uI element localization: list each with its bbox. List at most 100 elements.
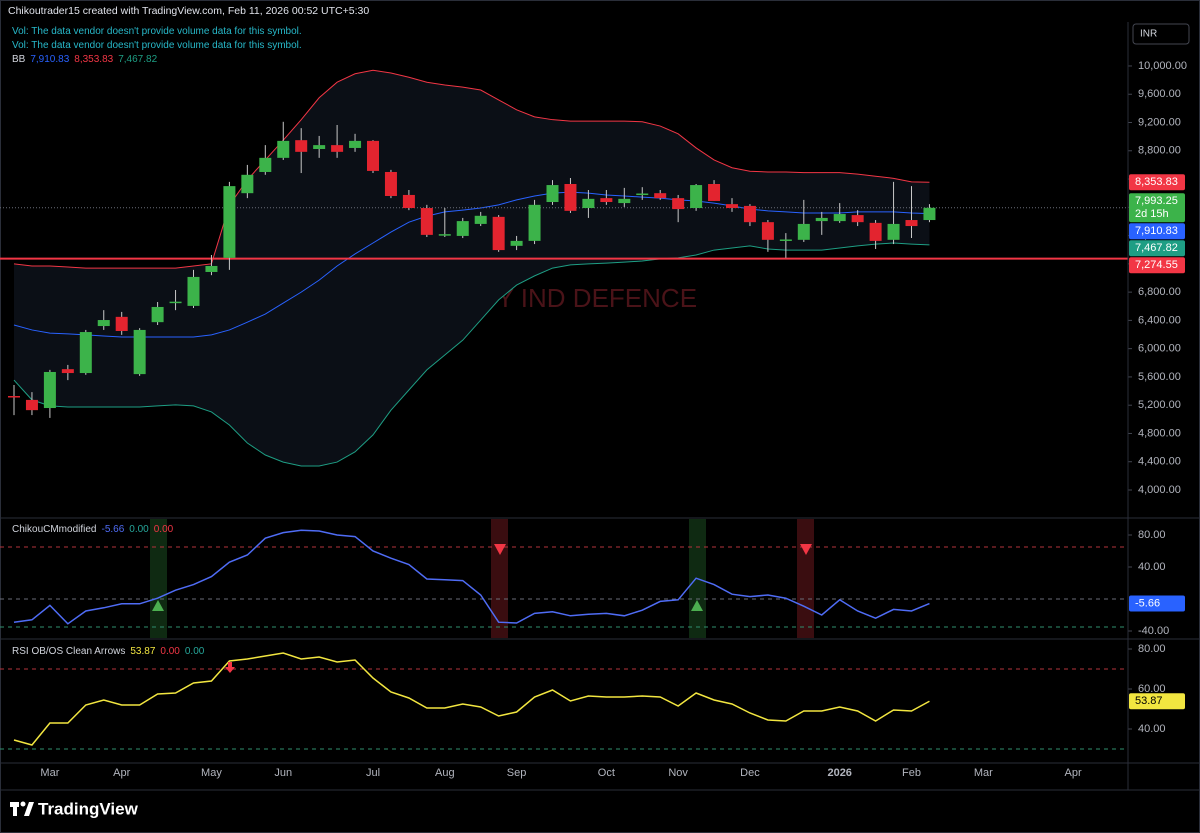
- x-tick-label: Aug: [435, 767, 455, 779]
- candle-body: [277, 140, 290, 158]
- currency[interactable]: INR: [1140, 29, 1157, 40]
- legend-value: 7,467.82: [118, 54, 158, 65]
- volume-note: Vol: The data vendor doesn't provide vol…: [12, 26, 302, 37]
- price-label-box: [1129, 193, 1185, 223]
- rsi-legend: RSI OB/OS Clean Arrows 53.87 0.00 0.00: [12, 645, 209, 658]
- x-tick-label: Oct: [598, 767, 615, 779]
- candle-body: [402, 194, 415, 209]
- candle-body: [582, 198, 595, 209]
- candle-body: [564, 183, 577, 211]
- candle-body: [797, 223, 810, 240]
- sell-arrow: [494, 544, 506, 555]
- x-tick-label: Apr: [113, 767, 130, 779]
- price-label: -5.66: [1135, 597, 1160, 609]
- candle-body: [97, 320, 110, 327]
- candle-body: [833, 214, 846, 222]
- osc-legend: ChikouCMmodified -5.66 0.00 0.00: [12, 523, 178, 536]
- candle-body: [8, 396, 20, 398]
- candle-body: [25, 399, 38, 411]
- candle-body: [79, 332, 92, 374]
- x-tick-label: Jun: [274, 767, 292, 779]
- brand: TradingView: [38, 799, 139, 818]
- y-tick-label: 4,000.00: [1138, 484, 1181, 496]
- candle-body: [905, 220, 918, 227]
- y-tick-label: 80.00: [1138, 643, 1166, 655]
- candle-body: [618, 198, 631, 204]
- candle-body: [295, 140, 308, 152]
- candle-body: [43, 371, 56, 409]
- candle-body: [672, 198, 685, 210]
- candle-body: [331, 145, 344, 152]
- rsi-pane: 80.00 60.00 40.00 53.87: [0, 643, 1185, 750]
- band-fill: [14, 70, 930, 466]
- x-tick-label: Mar: [40, 767, 59, 779]
- legend-value: 0.00: [153, 524, 174, 535]
- legend-name: RSI OB/OS Clean Arrows: [12, 646, 126, 657]
- sell-zone: [797, 519, 814, 638]
- candle-body: [600, 198, 613, 203]
- price-label-box: [1129, 174, 1185, 191]
- sell-zone: [491, 519, 508, 638]
- candle-body: [133, 329, 146, 375]
- candle-body: [438, 234, 451, 236]
- candle-body: [690, 185, 703, 209]
- brand-logo: [10, 801, 34, 816]
- legend-name: BB: [12, 54, 26, 65]
- candle-body: [223, 186, 236, 258]
- candle-body: [205, 265, 218, 272]
- currency-box[interactable]: [1132, 23, 1190, 45]
- y-tick-label: 9,600.00: [1138, 88, 1181, 100]
- x-tick-label: May: [201, 767, 222, 779]
- band-line: [13, 191, 930, 338]
- band-line: [13, 69, 930, 269]
- header: Chikoutrader15 created with TradingView.…: [8, 5, 370, 17]
- candle-body: [151, 306, 164, 323]
- candle-body: [887, 223, 900, 240]
- price-label-box: [1129, 240, 1185, 257]
- price-label: 7,993.25: [1135, 195, 1178, 207]
- candle-body: [384, 171, 397, 197]
- candle-body: [474, 215, 487, 224]
- candle-body: [61, 369, 74, 374]
- candle-body: [115, 316, 128, 331]
- indicator-line: [13, 529, 930, 625]
- y-tick-label: 6,800.00: [1138, 286, 1181, 298]
- candle-body: [492, 216, 505, 251]
- legend-value: 0.00: [184, 646, 205, 657]
- candle-body: [923, 207, 936, 221]
- price-label: 7,467.82: [1135, 242, 1178, 254]
- y-tick-label: 40.00: [1138, 723, 1166, 735]
- bb-legend: BB 7,910.83 8,353.83 7,467.82: [12, 53, 162, 66]
- candle-body: [420, 208, 433, 235]
- x-tick-label: Sep: [507, 767, 527, 779]
- x-tick-label: Nov: [668, 767, 688, 779]
- candle-body: [761, 222, 774, 240]
- oscillator-pane: 80.00 40.00 -40.00 -5.66: [0, 529, 1185, 637]
- price-label-box: [1129, 693, 1185, 710]
- y-tick-label: 9,200.00: [1138, 116, 1181, 128]
- y-tick-label: 6,000.00: [1138, 343, 1181, 355]
- price-label-box: [1129, 595, 1185, 612]
- y-tick-label: 6,400.00: [1138, 314, 1181, 326]
- legend-value: -5.66: [101, 524, 125, 535]
- candle-body: [546, 185, 559, 203]
- x-tick-label: Feb: [902, 767, 921, 779]
- candle-body: [779, 239, 792, 241]
- rsi-down-arrow: [225, 662, 235, 673]
- buy-zone: [150, 519, 167, 638]
- y-tick-label: 8,800.00: [1138, 145, 1181, 157]
- buy-arrow: [152, 600, 164, 611]
- candle-body: [708, 183, 721, 201]
- price-label-box: [1129, 223, 1185, 240]
- candle-body: [815, 217, 828, 222]
- candle-body: [726, 204, 738, 209]
- indicator-line: [13, 652, 930, 746]
- candle-body: [367, 140, 379, 171]
- price-label: 7,274.55: [1135, 259, 1178, 271]
- legend-value: 0.00: [129, 524, 149, 535]
- candle-body: [654, 193, 667, 199]
- candle-body: [241, 174, 254, 194]
- candle-body: [259, 157, 272, 172]
